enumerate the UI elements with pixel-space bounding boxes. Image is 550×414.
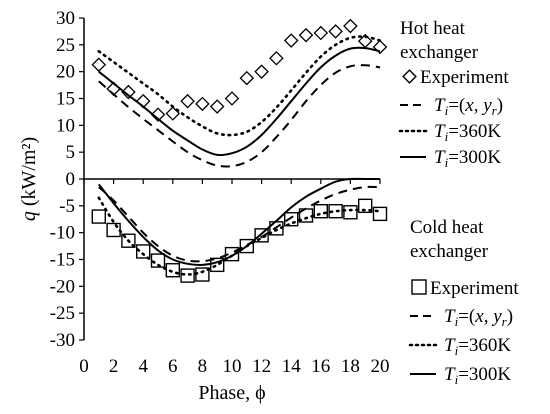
y-tick-labels: 30 25 20 15 10 5 0 -5 -10 -15 -20 -25 -30 xyxy=(50,8,84,351)
hot-experiment-point xyxy=(298,27,314,43)
y-axis-variable: q xyxy=(18,211,40,221)
y-axis-title: q (kW/m²) xyxy=(18,137,40,221)
x-tick-label: 16 xyxy=(311,356,330,377)
cold-experiment-point xyxy=(343,205,358,220)
hot-experiment-point xyxy=(150,107,166,122)
y-tick-label: 0 xyxy=(66,169,76,190)
cold-experiment-point xyxy=(209,257,225,273)
cold-experiment-point xyxy=(284,212,299,227)
hot-experiment-point xyxy=(195,96,210,112)
y-tick-label: -25 xyxy=(50,303,75,324)
cold-dotted-line xyxy=(97,196,382,276)
hot-experiment-point xyxy=(283,33,299,48)
hot-dotted-line xyxy=(97,35,382,137)
cold-experiment-point xyxy=(150,253,166,268)
legend-cold-title-line1: Cold heat xyxy=(410,217,484,238)
legend-cold-entry3: Ti=300K xyxy=(444,364,511,387)
cold-dashed-line xyxy=(98,185,381,263)
legend-hot-title-line2: exchanger xyxy=(400,42,479,63)
cold-experiment-point xyxy=(239,238,255,254)
hot-experiment-point xyxy=(328,24,343,39)
hot-experiment-point xyxy=(239,70,255,86)
legend-hot-title-line1: Hot heat xyxy=(400,18,466,39)
x-tick-label: 18 xyxy=(341,356,360,377)
hot-experiment-point xyxy=(313,25,329,41)
hot-experiment-point xyxy=(357,33,373,49)
hot-experiment-point xyxy=(180,93,195,109)
y-tick-label: 30 xyxy=(56,8,75,29)
cold-experiment-point xyxy=(328,203,343,219)
y-tick-label: 5 xyxy=(66,142,76,163)
x-tick-label: 6 xyxy=(168,356,178,377)
y-tick-label: 10 xyxy=(56,115,75,136)
cold-experiment-point xyxy=(358,198,373,214)
x-tick-labels: 0 2 4 6 8 10 12 14 16 18 20 xyxy=(79,179,390,377)
y-tick-label: -30 xyxy=(50,330,75,351)
series-layer xyxy=(91,18,388,283)
legend-cold: Cold heat exchanger Experiment Ti=(x, yr… xyxy=(408,217,519,387)
y-axis-unit: (kW/m²) xyxy=(18,137,40,211)
cold-experiment-point xyxy=(254,228,269,243)
legend-hot-entry2: Ti=360K xyxy=(434,121,501,144)
y-tick-label: 15 xyxy=(56,89,75,110)
cold-experiment-point xyxy=(91,209,107,224)
legend-hot-entry3: Ti=300K xyxy=(434,147,501,170)
y-tick-label: -5 xyxy=(59,196,75,217)
y-tick-label: 25 xyxy=(56,35,75,56)
legend-cold-experiment: Experiment xyxy=(430,278,519,299)
x-tick-label: 20 xyxy=(371,356,390,377)
cold-experiment-point xyxy=(224,246,240,262)
x-tick-label: 0 xyxy=(79,356,89,377)
x-tick-label: 8 xyxy=(198,356,208,377)
hot-experiment-point xyxy=(209,99,225,114)
legend-hot: Hot heat exchanger Experiment Ti=(x, yr)… xyxy=(398,18,509,170)
y-tick-label: -20 xyxy=(50,276,75,297)
cold-solid-line xyxy=(98,177,380,266)
legend-cold-square-marker xyxy=(411,279,427,295)
cold-experiment-point xyxy=(165,263,181,278)
legend-hot-experiment: Experiment xyxy=(420,67,509,88)
legend-hot-diamond-marker xyxy=(402,69,417,84)
legend-cold-entry1: Ti=(x, yr) xyxy=(444,306,513,329)
cold-experiment-point xyxy=(313,203,328,219)
hot-solid-line xyxy=(98,46,381,157)
y-tick-label: 20 xyxy=(56,62,75,83)
hot-experiment-point xyxy=(91,57,107,72)
legend-cold-entry2: Ti=360K xyxy=(444,335,511,358)
x-tick-label: 2 xyxy=(109,356,119,377)
cold-experiment-point xyxy=(180,268,195,283)
y-tick-label: -10 xyxy=(50,223,75,244)
cold-experiment-point xyxy=(135,244,151,259)
hot-experiment-point xyxy=(254,64,269,79)
hot-experiment-point xyxy=(343,18,358,34)
hot-experiment-point xyxy=(269,50,284,66)
hot-dashed-line xyxy=(98,64,381,168)
cold-experiment-point xyxy=(121,233,136,248)
x-tick-label: 14 xyxy=(282,356,302,377)
legend-hot-entry1: Ti=(x, yr) xyxy=(434,95,503,118)
hot-experiment-point xyxy=(224,91,240,106)
x-axis-title: Phase, ϕ xyxy=(198,382,265,404)
cold-experiment-point xyxy=(372,206,388,222)
x-tick-label: 12 xyxy=(252,356,271,377)
x-tick-label: 4 xyxy=(138,356,148,377)
x-tick-label: 10 xyxy=(223,356,242,377)
hot-experiment-point xyxy=(121,84,136,100)
y-tick-label: -15 xyxy=(50,250,75,271)
legend-cold-title-line2: exchanger xyxy=(410,241,489,262)
